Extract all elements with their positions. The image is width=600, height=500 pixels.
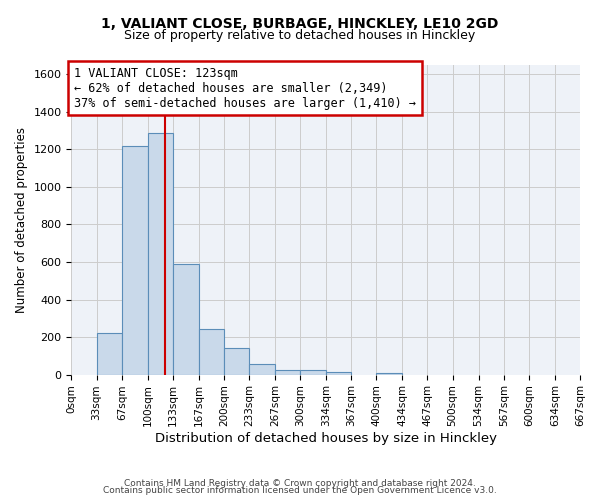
Bar	[97, 334, 122, 374]
Text: 1, VALIANT CLOSE, BURBAGE, HINCKLEY, LE10 2GD: 1, VALIANT CLOSE, BURBAGE, HINCKLEY, LE1…	[101, 18, 499, 32]
Bar	[224, 348, 249, 374]
Bar	[326, 372, 351, 374]
Text: Contains public sector information licensed under the Open Government Licence v3: Contains public sector information licen…	[103, 486, 497, 495]
Bar	[249, 364, 275, 374]
X-axis label: Distribution of detached houses by size in Hinckley: Distribution of detached houses by size …	[155, 432, 497, 445]
Bar	[300, 370, 326, 374]
Bar	[199, 328, 224, 374]
Text: 1 VALIANT CLOSE: 123sqm
← 62% of detached houses are smaller (2,349)
37% of semi: 1 VALIANT CLOSE: 123sqm ← 62% of detache…	[74, 66, 416, 110]
Bar	[122, 146, 148, 374]
Bar	[148, 132, 173, 374]
Bar	[376, 373, 403, 374]
Text: Size of property relative to detached houses in Hinckley: Size of property relative to detached ho…	[124, 29, 476, 42]
Y-axis label: Number of detached properties: Number of detached properties	[15, 127, 28, 313]
Text: Contains HM Land Registry data © Crown copyright and database right 2024.: Contains HM Land Registry data © Crown c…	[124, 478, 476, 488]
Bar	[173, 264, 199, 374]
Bar	[275, 370, 300, 374]
